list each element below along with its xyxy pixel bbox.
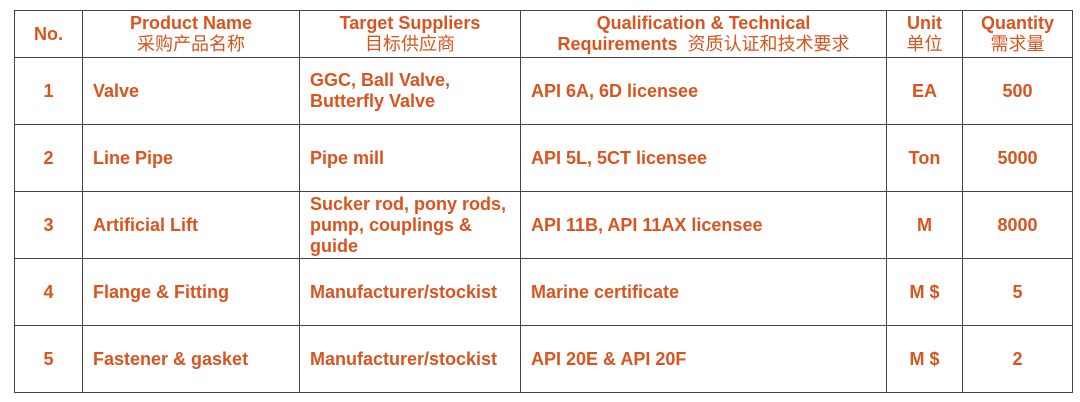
cell-requirements: Marine certificate (520, 258, 887, 326)
cell-suppliers: Manufacturer/stockist (299, 325, 521, 393)
cell-requirements: API 6A, 6D licensee (520, 57, 887, 125)
cell-requirements: API 5L, 5CT licensee (520, 124, 887, 192)
cell-no: 1 (14, 57, 83, 125)
table-row: 3 Artificial Lift Sucker rod, pony rods, p… (14, 191, 1073, 259)
cell-suppliers: Sucker rod, pony rods, pump, couplings &… (299, 191, 521, 259)
header-no: No. (14, 10, 83, 58)
table-row: 4 Flange & Fitting Manufacturer/stockist Ma… (14, 258, 1073, 326)
header-unit: Unit 单位 (886, 10, 963, 58)
cell-quantity: 5000 (962, 124, 1073, 192)
cell-suppliers: Pipe mill (299, 124, 521, 192)
cell-unit: M (886, 191, 963, 259)
cell-suppliers: GGC, Ball Valve, Butterfly Valve (299, 57, 521, 125)
header-product: Product Name 采购产品名称 (82, 10, 300, 58)
cell-suppliers: Manufacturer/stockist (299, 258, 521, 326)
requirements-table: No. Product Name 采购产品名称 Target Suppliers 目… (14, 10, 1073, 393)
cell-product: Flange & Fitting (82, 258, 300, 326)
cell-product: Fastener & gasket (82, 325, 300, 393)
cell-requirements: API 20E & API 20F (520, 325, 887, 393)
header-row: No. Product Name 采购产品名称 Target Suppliers 目… (14, 10, 1073, 58)
cell-no: 5 (14, 325, 83, 393)
header-quantity: Quantity 需求量 (962, 10, 1073, 58)
cell-product: Line Pipe (82, 124, 300, 192)
header-suppliers: Target Suppliers 目标供应商 (299, 10, 521, 58)
cell-quantity: 500 (962, 57, 1073, 125)
cell-no: 3 (14, 191, 83, 259)
table-row: 2 Line Pipe Pipe mill API 5L, 5CT licensee T… (14, 124, 1073, 192)
cell-unit: Ton (886, 124, 963, 192)
table-row: 5 Fastener & gasket Manufacturer/stockist A… (14, 325, 1073, 393)
cell-product: Artificial Lift (82, 191, 300, 259)
cell-requirements: API 11B, API 11AX licensee (520, 191, 887, 259)
cell-unit: M $ (886, 258, 963, 326)
header-requirements: Qualification & Technical Requirements 资质… (520, 10, 887, 58)
cell-quantity: 5 (962, 258, 1073, 326)
cell-quantity: 8000 (962, 191, 1073, 259)
cell-no: 4 (14, 258, 83, 326)
cell-unit: M $ (886, 325, 963, 393)
cell-unit: EA (886, 57, 963, 125)
cell-no: 2 (14, 124, 83, 192)
table-row: 1 Valve GGC, Ball Valve, Butterfly Valve AP… (14, 57, 1073, 125)
cell-product: Valve (82, 57, 300, 125)
cell-quantity: 2 (962, 325, 1073, 393)
